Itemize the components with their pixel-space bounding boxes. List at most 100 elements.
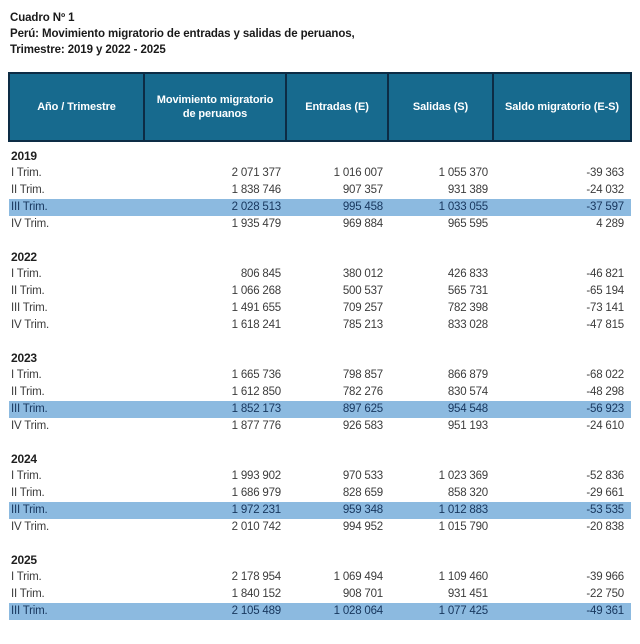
- year-row-2022: 2022: [9, 233, 631, 266]
- movimiento-value: 1 877 776: [231, 420, 282, 432]
- table-header: Año / Trimestre Movimiento migratorio de…: [8, 72, 632, 142]
- year-row-2025: 2025: [9, 536, 631, 569]
- saldo-value: -46 821: [586, 268, 624, 280]
- year-label: 2025: [11, 553, 37, 567]
- year-label: 2023: [11, 351, 37, 365]
- quarter-label: III Trim.: [11, 201, 48, 213]
- saldo-value: -52 836: [586, 470, 624, 482]
- entradas-value: 500 537: [342, 285, 383, 297]
- saldo-value: -56 923: [586, 403, 624, 415]
- movimiento-value: 1 066 268: [231, 285, 282, 297]
- quarter-label: II Trim.: [11, 487, 45, 499]
- salidas-value: 1 109 460: [438, 571, 489, 583]
- entradas-value: 926 583: [342, 420, 383, 432]
- entradas-value: 969 884: [342, 218, 383, 230]
- table-row: IV Trim. 1 877 776 926 583 951 193 -24 610: [9, 418, 631, 435]
- saldo-value: -68 022: [586, 369, 624, 381]
- salidas-value: 954 548: [447, 403, 488, 415]
- movimiento-value: 1 852 173: [231, 403, 282, 415]
- saldo-value: -29 661: [586, 487, 624, 499]
- movimiento-value: 1 612 850: [231, 386, 282, 398]
- saldo-value: -49 361: [586, 605, 624, 617]
- col-header-year-quarter: Año / Trimestre: [8, 72, 145, 142]
- quarter-label: I Trim.: [11, 369, 42, 381]
- movimiento-value: 1 686 979: [231, 487, 282, 499]
- title-block: Cuadro Nº 1 Perú: Movimiento migratorio …: [0, 0, 640, 58]
- table-body: 2019 I Trim. 2 071 377 1 016 007 1 055 370 -3…: [9, 141, 631, 620]
- entradas-value: 907 357: [342, 184, 383, 196]
- table-number: Cuadro Nº 1: [10, 12, 75, 24]
- entradas-value: 1 028 064: [333, 605, 384, 617]
- saldo-value: -73 141: [586, 302, 624, 314]
- quarter-label: IV Trim.: [11, 218, 50, 230]
- salidas-value: 1 015 790: [438, 521, 489, 533]
- salidas-value: 1 033 055: [438, 201, 489, 213]
- entradas-value: 1 069 494: [333, 571, 384, 583]
- year-row-2019: 2019: [9, 141, 631, 165]
- salidas-value: 931 389: [447, 184, 488, 196]
- quarter-label: IV Trim.: [11, 420, 50, 432]
- salidas-value: 1 077 425: [438, 605, 489, 617]
- table-row: II Trim. 1 838 746 907 357 931 389 -24 032: [9, 182, 631, 199]
- movimiento-value: 1 665 736: [231, 369, 282, 381]
- saldo-value: 4 289: [596, 218, 624, 230]
- salidas-value: 833 028: [447, 319, 488, 331]
- col-header-saldo: Saldo migratorio (E-S): [492, 72, 632, 142]
- table-row: IV Trim. 2 010 742 994 952 1 015 790 -20 838: [9, 519, 631, 536]
- salidas-value: 1 023 369: [438, 470, 489, 482]
- movimiento-value: 1 838 746: [231, 184, 282, 196]
- saldo-value: -53 535: [586, 504, 624, 516]
- movimiento-value: 2 071 377: [231, 167, 282, 179]
- salidas-value: 565 731: [447, 285, 488, 297]
- entradas-value: 994 952: [342, 521, 383, 533]
- col-header-entradas: Entradas (E): [285, 72, 389, 142]
- table-row: II Trim. 1 686 979 828 659 858 320 -29 661: [9, 485, 631, 502]
- table-row: III Trim. 1 852 173 897 625 954 548 -56 923: [9, 401, 631, 418]
- year-label: 2019: [11, 149, 37, 163]
- movimiento-value: 1 935 479: [231, 218, 282, 230]
- quarter-label: I Trim.: [11, 571, 42, 583]
- entradas-value: 709 257: [342, 302, 383, 314]
- saldo-value: -48 298: [586, 386, 624, 398]
- saldo-value: -24 610: [586, 420, 624, 432]
- table-row: II Trim. 1 612 850 782 276 830 574 -48 298: [9, 384, 631, 401]
- entradas-value: 970 533: [342, 470, 383, 482]
- table-row: II Trim. 1 066 268 500 537 565 731 -65 194: [9, 283, 631, 300]
- saldo-value: -39 363: [586, 167, 624, 179]
- entradas-value: 782 276: [342, 386, 383, 398]
- table-row: III Trim. 1 491 655 709 257 782 398 -73 141: [9, 300, 631, 317]
- table-row: II Trim. 1 840 152 908 701 931 451 -22 750: [9, 586, 631, 603]
- table-row: III Trim. 2 105 489 1 028 064 1 077 425 -49 …: [9, 603, 631, 620]
- col-header-movimiento: Movimiento migratorio de peruanos: [143, 72, 287, 142]
- quarter-label: I Trim.: [11, 167, 42, 179]
- movimiento-value: 1 972 231: [231, 504, 282, 516]
- table-row: I Trim. 2 178 954 1 069 494 1 109 460 -39 96…: [9, 569, 631, 586]
- movimiento-value: 2 028 513: [231, 201, 282, 213]
- quarter-label: I Trim.: [11, 470, 42, 482]
- quarter-label: IV Trim.: [11, 319, 50, 331]
- table-row: III Trim. 1 972 231 959 348 1 012 883 -53 53…: [9, 502, 631, 519]
- quarter-label: II Trim.: [11, 588, 45, 600]
- salidas-value: 858 320: [447, 487, 488, 499]
- table-title: Perú: Movimiento migratorio de entradas …: [10, 28, 355, 40]
- table-row: I Trim. 806 845 380 012 426 833 -46 821: [9, 266, 631, 283]
- movimiento-value: 2 178 954: [231, 571, 282, 583]
- table-row: I Trim. 2 071 377 1 016 007 1 055 370 -39 36…: [9, 165, 631, 182]
- salidas-value: 866 879: [447, 369, 488, 381]
- entradas-value: 995 458: [342, 201, 383, 213]
- entradas-value: 798 857: [342, 369, 383, 381]
- saldo-value: -65 194: [586, 285, 624, 297]
- quarter-label: II Trim.: [11, 184, 45, 196]
- quarter-label: III Trim.: [11, 605, 48, 617]
- movimiento-value: 806 845: [240, 268, 281, 280]
- salidas-value: 1 055 370: [438, 167, 489, 179]
- salidas-value: 931 451: [447, 588, 488, 600]
- movimiento-value: 1 491 655: [231, 302, 282, 314]
- saldo-value: -20 838: [586, 521, 624, 533]
- year-label: 2024: [11, 452, 37, 466]
- salidas-value: 965 595: [447, 218, 488, 230]
- quarter-label: III Trim.: [11, 302, 48, 314]
- table-period: Trimestre: 2019 y 2022 - 2025: [10, 44, 166, 56]
- saldo-value: -47 815: [586, 319, 624, 331]
